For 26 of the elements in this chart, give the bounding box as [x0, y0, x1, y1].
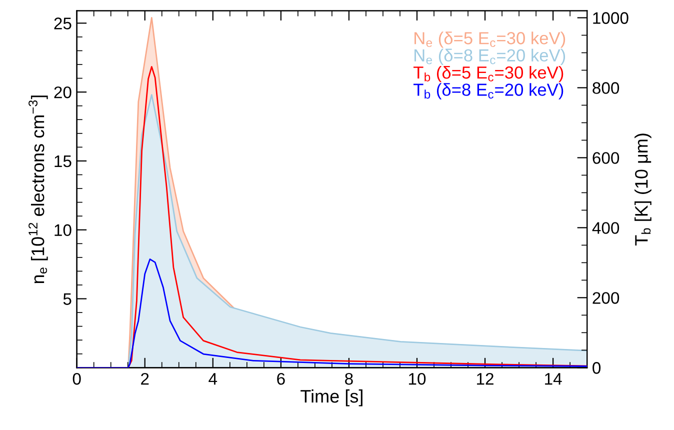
text: N$_{e}$ (δ=8 E$_{c}$=20 keV) [414, 48, 566, 65]
text: T$_{b}$ (δ=8 E$_{c}$=20 keV) [413, 83, 564, 100]
x-tick-label: 12 [477, 372, 494, 385]
text: N$_{e}$ (δ=5 E$_{c}$=30 keV) [414, 32, 566, 48]
x-tick-label: 0 [72, 372, 81, 385]
x-tick-label: 10 [408, 372, 426, 385]
text: T$_{b}$ (δ=5 E$_{c}$=30 keV) [413, 66, 564, 82]
y-tick-label: 5 [63, 293, 72, 305]
y-tick-label: 20 [54, 86, 72, 98]
y2-tick-label: 800 [592, 82, 620, 94]
y-tick-label: 10 [54, 224, 72, 236]
x-tick-label: 8 [345, 372, 353, 385]
y2-tick-label: 1000 [593, 12, 628, 24]
x-tick-label: 6 [277, 372, 285, 385]
y-tick-label: 25 [54, 18, 72, 30]
y2-tick-label: 0 [592, 362, 601, 374]
y2-tick-label: 600 [592, 152, 620, 164]
y2-tick-label: 200 [592, 292, 620, 304]
y2-tick-label: 400 [592, 222, 620, 234]
y2-axis-title: T$_{b}$ [K] (10 μm) [634, 134, 652, 246]
y-tick-label: 15 [54, 156, 72, 168]
x-axis-title: Time [s] [300, 389, 362, 406]
y-axis-title: n$_{e}$ [10$^{12}$ electrons cm$^{−3}$] [28, 96, 48, 284]
x-tick-label: 4 [208, 373, 218, 385]
x-tick-label: 14 [545, 373, 562, 385]
x-tick-label: 2 [141, 372, 149, 385]
